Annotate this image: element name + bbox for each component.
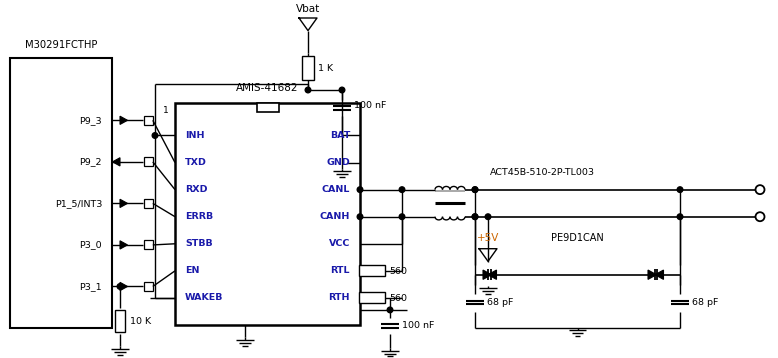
Text: 68 pF: 68 pF [692,298,718,307]
Text: RTH: RTH [328,294,350,303]
Polygon shape [648,270,657,279]
Circle shape [472,187,478,193]
Circle shape [305,87,310,93]
Text: CANH: CANH [320,212,350,221]
Circle shape [472,214,478,219]
Text: 1 K: 1 K [318,63,333,73]
Circle shape [472,214,478,219]
Bar [115,310,125,333]
Text: M30291FCTHP: M30291FCTHP [25,40,97,50]
Bar [143,158,152,166]
Text: TXD: TXD [185,158,207,167]
Text: 10 K: 10 K [130,317,151,326]
Circle shape [485,214,491,219]
Bar [175,103,360,325]
Text: 560: 560 [389,267,407,276]
Text: EN: EN [185,266,199,275]
Bar [143,282,152,291]
Text: 68 pF: 68 pF [487,298,513,307]
Text: WAKEB: WAKEB [185,294,223,303]
Polygon shape [120,116,128,125]
Bar [143,199,152,208]
Text: 1: 1 [163,106,169,115]
Polygon shape [488,270,496,279]
Bar [143,241,152,250]
Text: 560: 560 [389,294,407,304]
Text: INH: INH [185,131,205,140]
Polygon shape [113,158,120,166]
Circle shape [472,187,478,193]
Bar [143,116,152,125]
Text: PE9D1CAN: PE9D1CAN [551,233,604,243]
Text: RTL: RTL [331,266,350,275]
Bar [302,56,314,80]
Text: VCC: VCC [328,239,350,248]
Circle shape [357,187,363,193]
Circle shape [387,307,393,313]
Text: AMIS-41682: AMIS-41682 [237,83,299,93]
Circle shape [399,214,405,219]
Bar [359,292,385,304]
Text: BAT: BAT [330,131,350,140]
Text: P9_3: P9_3 [79,116,102,125]
Bar [257,103,279,112]
Text: Vbat: Vbat [296,4,320,14]
Polygon shape [483,270,492,279]
Circle shape [357,214,363,219]
Polygon shape [120,241,128,249]
Text: CANL: CANL [321,185,350,194]
Text: P9_2: P9_2 [79,158,102,166]
Text: 100 nF: 100 nF [354,101,387,110]
Text: ACT45B-510-2P-TL003: ACT45B-510-2P-TL003 [490,168,595,176]
Bar [435,190,465,192]
Polygon shape [655,270,664,279]
Circle shape [399,187,405,193]
Text: P3_1: P3_1 [79,282,102,291]
Text: P1_5/INT3: P1_5/INT3 [54,199,102,208]
Circle shape [677,214,683,219]
Bar [10,58,112,328]
Circle shape [677,187,683,193]
Text: 100 nF: 100 nF [402,321,434,330]
Text: GND: GND [326,158,350,167]
Polygon shape [120,199,128,208]
Circle shape [152,133,158,138]
Polygon shape [120,282,128,291]
Text: RXD: RXD [185,185,208,194]
Text: +5V: +5V [477,233,499,243]
Text: ERRB: ERRB [185,212,213,221]
Text: P3_0: P3_0 [79,241,102,250]
Bar [359,265,385,276]
Circle shape [117,284,123,289]
Circle shape [339,87,345,93]
Text: STBB: STBB [185,239,212,248]
